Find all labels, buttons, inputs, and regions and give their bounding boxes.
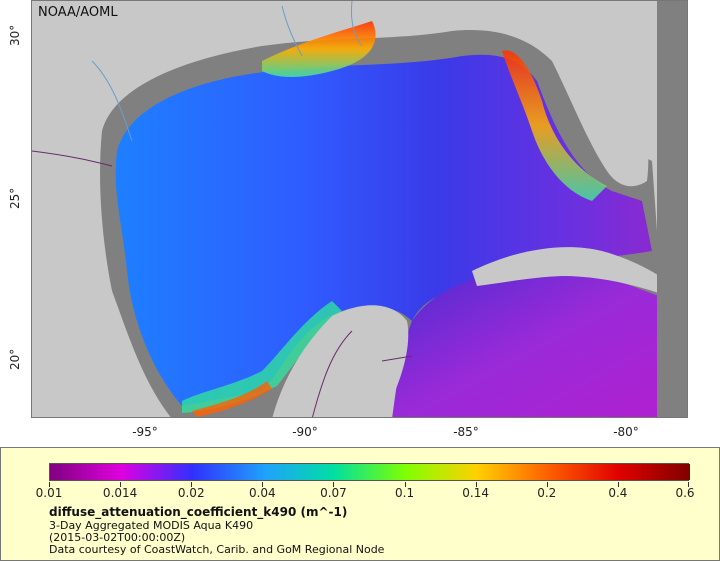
variable-name: diffuse_attenuation_coefficient_k490 (m^…	[49, 505, 348, 519]
border-line	[32, 150, 413, 417]
colorbar-segment	[192, 464, 264, 480]
colorbar-tick	[546, 482, 548, 487]
cuba-land	[472, 247, 682, 301]
colorbar-label: 0.02	[177, 486, 205, 500]
colorbar-label: 0.07	[320, 486, 347, 500]
colorbar-segment	[121, 464, 193, 480]
colorbar-tick	[262, 482, 264, 487]
colorbar-segment	[476, 464, 549, 480]
colorbar-segment	[618, 464, 691, 480]
lat-tick-20: 20°	[8, 348, 22, 370]
colorbar-tick	[191, 482, 193, 487]
lat-tick-25: 25°	[8, 187, 22, 209]
caribbean-field	[392, 269, 672, 417]
colorbar-tick	[120, 482, 122, 487]
map-canvas	[32, 1, 687, 417]
credit-label: NOAA/AOML	[38, 5, 118, 20]
lon-tick-95: -95°	[132, 425, 158, 439]
colorbar-tick	[404, 482, 406, 487]
gulf-chlorophyll-field	[115, 54, 653, 406]
colorbar-label: 0.1	[395, 486, 415, 500]
lon-tick-90: -90°	[292, 425, 318, 439]
dataset-description: 3-Day Aggregated MODIS Aqua K490	[49, 519, 254, 532]
colorbar-segment	[405, 464, 478, 480]
florida-coast-plume	[502, 50, 607, 201]
colorbar-tick	[617, 482, 619, 487]
colorbar-label: 0.2	[537, 486, 557, 500]
lon-tick-80: -80°	[613, 425, 639, 439]
river	[91, 1, 363, 142]
colorbar-segment	[263, 464, 335, 480]
colorbar-segment	[547, 464, 620, 480]
north-coast-plume	[262, 21, 376, 77]
colorbar-label: 0.4	[608, 486, 628, 500]
colorbar-tick	[688, 482, 689, 487]
colorbar-segment	[334, 464, 407, 480]
florida-land	[502, 1, 649, 187]
time-stamp: (2015-03-02T00:00:00Z)	[49, 531, 186, 544]
east-no-data	[657, 1, 687, 417]
colorbar-tick	[49, 482, 50, 487]
data-credit: Data courtesy of CoastWatch, Carib. and …	[49, 543, 385, 556]
lon-tick-85: -85°	[453, 425, 479, 439]
colorbar-tick	[333, 482, 335, 487]
lat-tick-30: 30°	[8, 24, 22, 46]
colorbar-label: 0.04	[248, 486, 276, 500]
colorbar-label: 0.014	[102, 486, 138, 500]
map-panel: NOAA/AOML 30° 25° 20° -95° -90° -85° -80…	[8, 0, 688, 439]
colorbar-label: 0.14	[462, 486, 490, 500]
yucatan-land	[272, 305, 409, 417]
yucatan-coast-orange	[192, 381, 272, 417]
yucatan-coast-plume	[182, 301, 342, 413]
map-frame: NOAA/AOML	[31, 0, 688, 418]
mexico-land	[32, 131, 171, 417]
colorbar-segment	[50, 464, 122, 480]
colorbar-label: 0.01	[35, 486, 63, 500]
legend-panel: 0.01 0.014 0.02 0.04 0.07 0.1 0.14 0.2 0.4 0.6 di…	[0, 447, 720, 561]
colorbar-label: 0.6	[675, 486, 695, 500]
colorbar	[49, 463, 691, 481]
colorbar-tick	[475, 482, 477, 487]
